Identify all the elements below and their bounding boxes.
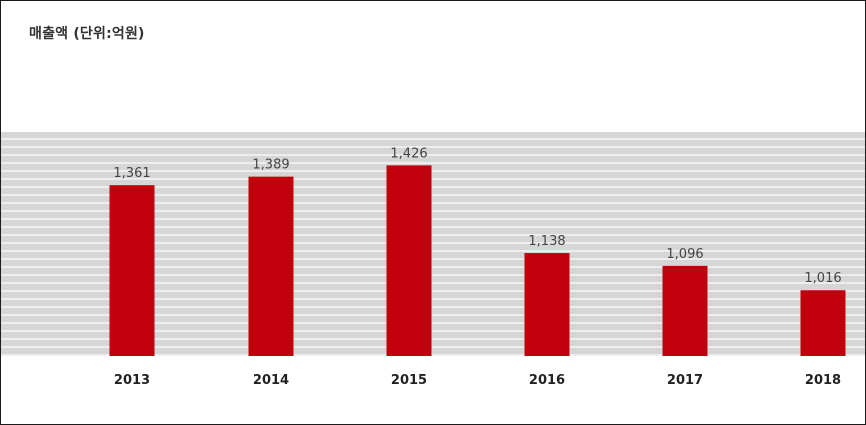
grid-stripe [1, 178, 865, 180]
grid-stripe [1, 170, 865, 172]
grid-stripe [1, 210, 865, 212]
x-tick-label-2018: 2018 [805, 373, 841, 388]
grid-stripe [1, 346, 865, 348]
bars [109, 165, 846, 356]
grid-stripe [1, 322, 865, 324]
bar-2018 [800, 290, 846, 356]
bar-2015 [386, 165, 432, 356]
value-label-2015: 1,426 [390, 146, 427, 161]
grid-stripe [1, 234, 865, 236]
grid-stripe [1, 162, 865, 164]
grid-stripe [1, 186, 865, 188]
grid-stripe [1, 338, 865, 340]
grid-stripe [1, 290, 865, 292]
x-axis-labels: 2013 2014 2015 2016 2017 2018 [114, 373, 841, 388]
grid-stripe [1, 274, 865, 276]
grid-stripe [1, 314, 865, 316]
value-label-2016: 1,138 [528, 234, 565, 249]
grid-stripe [1, 202, 865, 204]
x-tick-label-2013: 2013 [114, 373, 150, 388]
value-label-2013: 1,361 [113, 166, 150, 181]
bar-2014 [248, 176, 294, 356]
x-tick-label-2014: 2014 [253, 373, 289, 388]
chart-title: 매출액 (단위:억원) [29, 26, 145, 42]
x-tick-label-2017: 2017 [667, 373, 703, 388]
bar-2013 [109, 185, 155, 356]
value-labels: 1,361 1,389 1,426 1,138 1,096 1,016 [113, 146, 841, 286]
grid-stripe [1, 306, 865, 308]
grid-stripe [1, 250, 865, 252]
grid-stripe [1, 138, 865, 140]
grid-stripe [1, 218, 865, 220]
grid-stripe [1, 354, 865, 356]
x-tick-label-2016: 2016 [529, 373, 565, 388]
grid-stripe [1, 194, 865, 196]
grid-stripe [1, 258, 865, 260]
grid-stripe [1, 330, 865, 332]
value-label-2018: 1,016 [804, 271, 841, 286]
grid-stripe [1, 282, 865, 284]
grid-stripe [1, 242, 865, 244]
value-label-2017: 1,096 [666, 247, 703, 262]
grid-stripe [1, 146, 865, 148]
grid-stripe [1, 266, 865, 268]
grid-stripe [1, 226, 865, 228]
grid-stripe [1, 154, 865, 156]
value-label-2014: 1,389 [252, 158, 289, 173]
x-tick-label-2015: 2015 [391, 373, 427, 388]
bar-2017 [662, 265, 708, 356]
grid-stripe [1, 298, 865, 300]
bar-2016 [524, 253, 570, 356]
